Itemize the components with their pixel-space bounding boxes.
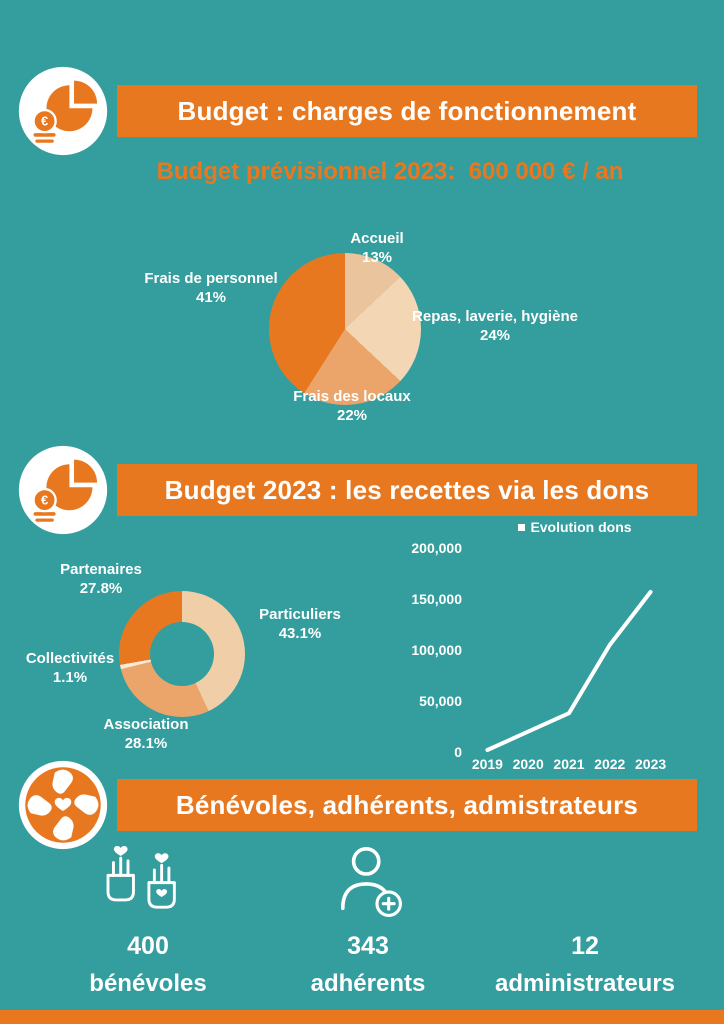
adherents-count: 343 [347, 932, 389, 960]
benevoles-count: 400 [127, 932, 169, 960]
pie-label-personnel: Frais de personnel 41% [116, 270, 306, 308]
y-tick-label: 50,000 [419, 693, 462, 709]
benevoles-icon-box [58, 836, 238, 928]
category-value: 41% [195, 288, 227, 306]
administrateurs-label: administrateurs [494, 970, 676, 997]
stat-adherents: 343 adhérents [278, 836, 458, 998]
adherents-icon-box [278, 836, 458, 928]
x-tick-label: 2019 [471, 756, 503, 772]
donations-line-plot [485, 589, 653, 752]
x-axis-labels: 2019 2020 2021 2022 2023 [467, 756, 671, 772]
x-tick-label: 2021 [553, 756, 585, 772]
category-name: Frais des locaux [293, 388, 411, 405]
y-tick-label: 100,000 [411, 642, 462, 658]
bottom-accent-bar [0, 1010, 724, 1024]
x-tick-label: 2020 [512, 756, 544, 772]
category-value: 43.1% [278, 624, 322, 642]
category-name: Frais de personnel [144, 270, 278, 287]
adherents-label: adhérents [310, 970, 426, 997]
donut-label-collectivites: Collectivités 1.1% [0, 650, 140, 688]
category-value: 24% [479, 326, 511, 344]
y-tick-label: 150,000 [411, 591, 462, 607]
budget-pie-euro-icon: € [18, 445, 108, 535]
line-chart-legend: Evolution dons [470, 519, 680, 535]
svg-text:€: € [41, 493, 48, 508]
category-name: Accueil [350, 230, 404, 247]
category-value: 1.1% [52, 668, 88, 686]
hands-hearts-icon [106, 845, 176, 909]
people-title: Bénévoles, adhérents, admistrateurs [175, 789, 639, 820]
administrateurs-count: 12 [571, 932, 599, 960]
category-name: Association [103, 716, 189, 733]
category-name: Repas, laverie, hygiène [412, 308, 578, 325]
category-name: Partenaires [60, 561, 142, 578]
legend-label: Evolution dons [530, 519, 632, 535]
y-tick-label: 0 [454, 744, 462, 760]
pie-label-locaux: Frais des locaux 22% [257, 388, 447, 426]
y-axis-labels: 200,000 150,000 100,000 50,000 0 [370, 540, 462, 760]
charges-pie-chart [269, 253, 421, 405]
donut-label-association: Association 28.1% [71, 716, 221, 754]
category-name: Collectivités [25, 650, 115, 667]
donut-hole [150, 622, 214, 686]
charges-title-banner: Budget : charges de fonctionnement [117, 85, 697, 137]
donut-label-particuliers: Particuliers 43.1% [240, 606, 360, 644]
stat-administrateurs: 12 administrateurs [465, 836, 705, 998]
donut-label-partenaires: Partenaires 27.8% [26, 561, 176, 599]
category-name: Particuliers [259, 606, 341, 623]
x-tick-label: 2023 [635, 756, 667, 772]
recettes-donut-chart [119, 591, 245, 717]
svg-text:€: € [41, 114, 48, 129]
stat-benevoles: 400 bénévoles [58, 836, 238, 998]
x-tick-label: 2022 [594, 756, 626, 772]
legend-bullet-icon [518, 524, 526, 531]
people-title-banner: Bénévoles, adhérents, admistrateurs [117, 779, 697, 831]
y-tick-label: 200,000 [411, 540, 462, 556]
people-header-icon [17, 759, 109, 851]
budget-subtitle: Budget prévisionnel 2023: 600 000 € / an [156, 158, 624, 185]
charges-title: Budget : charges de fonctionnement [177, 95, 637, 126]
category-value: 28.1% [124, 734, 168, 752]
pie-label-accueil: Accueil 13% [317, 230, 437, 268]
community-hands-icon [18, 760, 108, 850]
recettes-header-icon: € [17, 444, 109, 536]
charges-header-icon: € [17, 65, 109, 157]
member-add-icon [341, 847, 402, 917]
category-value: 27.8% [79, 579, 123, 597]
recettes-title: Budget 2023 : les recettes via les dons [164, 474, 650, 505]
category-value: 13% [361, 248, 393, 266]
budget-pie-euro-icon: € [18, 66, 108, 156]
recettes-title-banner: Budget 2023 : les recettes via les dons [117, 464, 697, 516]
pie-label-repas: Repas, laverie, hygiène 24% [400, 308, 590, 346]
benevoles-label: bénévoles [89, 970, 207, 997]
administrateurs-icon-box [465, 836, 705, 928]
category-value: 22% [336, 406, 368, 424]
